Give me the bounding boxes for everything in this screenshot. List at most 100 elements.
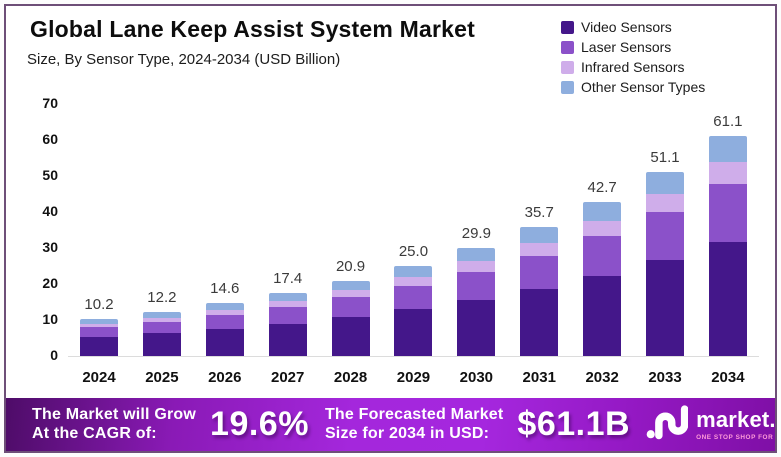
bar-total-label: 35.7 [524,204,554,222]
y-axis-tick-40: 40 [42,203,58,219]
bar-segment-video-sensors [80,336,118,356]
legend-item-1: Video Sensors [561,19,761,35]
bar-total-label: 10.2 [84,296,114,314]
legend-item-3: Infrared Sensors [561,59,761,75]
bar-total-label: 12.2 [147,289,177,307]
bar-segment-laser-sensors [142,321,181,334]
bar-segment-laser-sensors [646,212,685,261]
infographic-frame: Global Lane Keep Assist System Market Si… [4,4,777,453]
legend-swatch-icon [561,40,574,54]
bar-total-label: 42.7 [587,179,617,197]
chart-area: 10.2 2024 12.2 2025 14.6 2026 17.4 2027 20.9 2028… [6,92,775,392]
bar-segment-laser-sensors [708,184,747,242]
x-axis-label-2031: 2031 [522,369,556,386]
forecast-label: The Forecasted Market Size for 2034 in U… [325,406,503,444]
bar-segment-infrared-sensors [708,162,747,185]
x-axis-label-2030: 2030 [459,369,494,386]
x-axis-label-2026: 2026 [208,369,242,386]
bar-segment-other-sensor-types [457,248,496,262]
bar-segment-other-sensor-types [583,202,622,221]
bar-segment-video-sensors [268,323,307,356]
bar-segment-infrared-sensors [142,317,181,322]
bar-segment-laser-sensors [80,327,118,337]
bar-segment-other-sensor-types [394,266,433,277]
bar-segment-laser-sensors [205,314,244,329]
bar-segment-laser-sensors [583,236,622,277]
y-axis-tick-60: 60 [42,131,58,147]
y-axis-tick-20: 20 [42,275,58,291]
cagr-label-line2: At the CAGR of: [32,424,157,442]
bar-segment-infrared-sensors [394,276,433,286]
marketus-logo-text: market.us [696,406,776,432]
bar-segment-video-sensors [205,328,244,356]
x-axis-label-2033: 2033 [648,369,682,386]
chart-subtitle: Size, By Sensor Type, 2024-2034 (USD Bil… [27,51,341,68]
x-axis-label-2029: 2029 [396,369,431,386]
legend-label: Infrared Sensors [581,59,685,75]
bar-segment-laser-sensors [268,307,307,324]
bar-total-label: 25.0 [398,243,429,261]
bar-segment-infrared-sensors [331,289,370,298]
bar-segment-other-sensor-types [708,136,747,163]
y-axis-tick-30: 30 [42,239,58,255]
legend-item-4: Other Sensor Types [561,79,761,95]
bar-segment-video-sensors [394,309,433,356]
cagr-label-line1: The Market will Grow [32,405,197,423]
x-axis-label-2025: 2025 [145,369,179,386]
cagr-label: The Market will Grow At the CAGR of: [32,406,196,444]
bar-segment-video-sensors [708,241,747,356]
marketus-logo-text-block: market.us ONE STOP SHOP FOR THE REPORTS [696,406,776,441]
legend: Video Sensors Laser Sensors Infrared Senso… [561,16,761,95]
legend-label: Laser Sensors [581,39,672,55]
x-axis-label-2028: 2028 [333,369,368,386]
bar-2033: 51.1 2033 [646,148,685,386]
x-axis-label-2032: 2032 [585,369,619,386]
legend-label: Video Sensors [581,19,672,35]
plot-bars: 10.2 2024 12.2 2025 14.6 2026 17.4 2027 20.9 2028… [68,104,759,386]
chart-title: Global Lane Keep Assist System Market [30,16,475,42]
bar-segment-other-sensor-types [331,280,370,290]
y-axis-tick-0: 0 [50,347,58,363]
bar-segment-video-sensors [142,333,181,356]
y-axis-tick-50: 50 [42,167,58,183]
forecast-label-line1: The Forecasted Market [324,405,504,423]
bar-segment-other-sensor-types [646,171,685,194]
footer-banner: The Market will Grow At the CAGR of: 19.… [6,398,775,451]
forecast-value: $61.1B [517,405,631,443]
marketus-logo-tagline: ONE STOP SHOP FOR THE REPORTS [696,433,775,441]
bar-total-label: 29.9 [461,225,491,243]
bar-2031: 35.7 2031 [520,204,559,386]
bar-segment-infrared-sensors [205,309,244,315]
bar-2024: 10.2 2024 [80,296,118,386]
bar-2034: 61.1 2034 [708,113,747,386]
legend-swatch-icon [561,80,574,94]
bar-2029: 25.0 2029 [394,243,433,386]
cagr-value: 19.6% [210,405,309,443]
header: Global Lane Keep Assist System Market Si… [6,6,775,95]
bar-2027: 17.4 2027 [268,270,307,386]
bar-2026: 14.6 2026 [205,280,244,386]
legend-swatch-icon [561,20,574,34]
bar-2025: 12.2 2025 [142,289,181,386]
bar-total-label: 51.1 [650,148,680,166]
marketus-logo: market.us ONE STOP SHOP FOR THE REPORTS [646,403,776,446]
bar-segment-video-sensors [646,260,685,356]
legend-swatch-icon [561,60,574,74]
bar-segment-other-sensor-types [80,319,118,324]
bar-segment-other-sensor-types [205,303,244,310]
bar-segment-video-sensors [520,289,559,356]
bar-segment-infrared-sensors [268,301,307,308]
bar-segment-other-sensor-types [268,293,307,302]
bar-2032: 42.7 2032 [583,179,622,386]
y-axis-tick-70: 70 [42,95,58,111]
bar-segment-other-sensor-types [142,312,181,318]
x-axis-label-2027: 2027 [270,369,305,386]
plot-area: 10.2 2024 12.2 2025 14.6 2026 17.4 2027 20.9 2028… [68,104,759,386]
legend-item-2: Laser Sensors [561,39,761,55]
bar-total-label: 61.1 [713,113,743,131]
bar-segment-laser-sensors [331,297,370,317]
x-axis-label-2034: 2034 [711,369,745,386]
bar-segment-other-sensor-types [520,227,559,243]
bar-segment-infrared-sensors [583,220,622,237]
